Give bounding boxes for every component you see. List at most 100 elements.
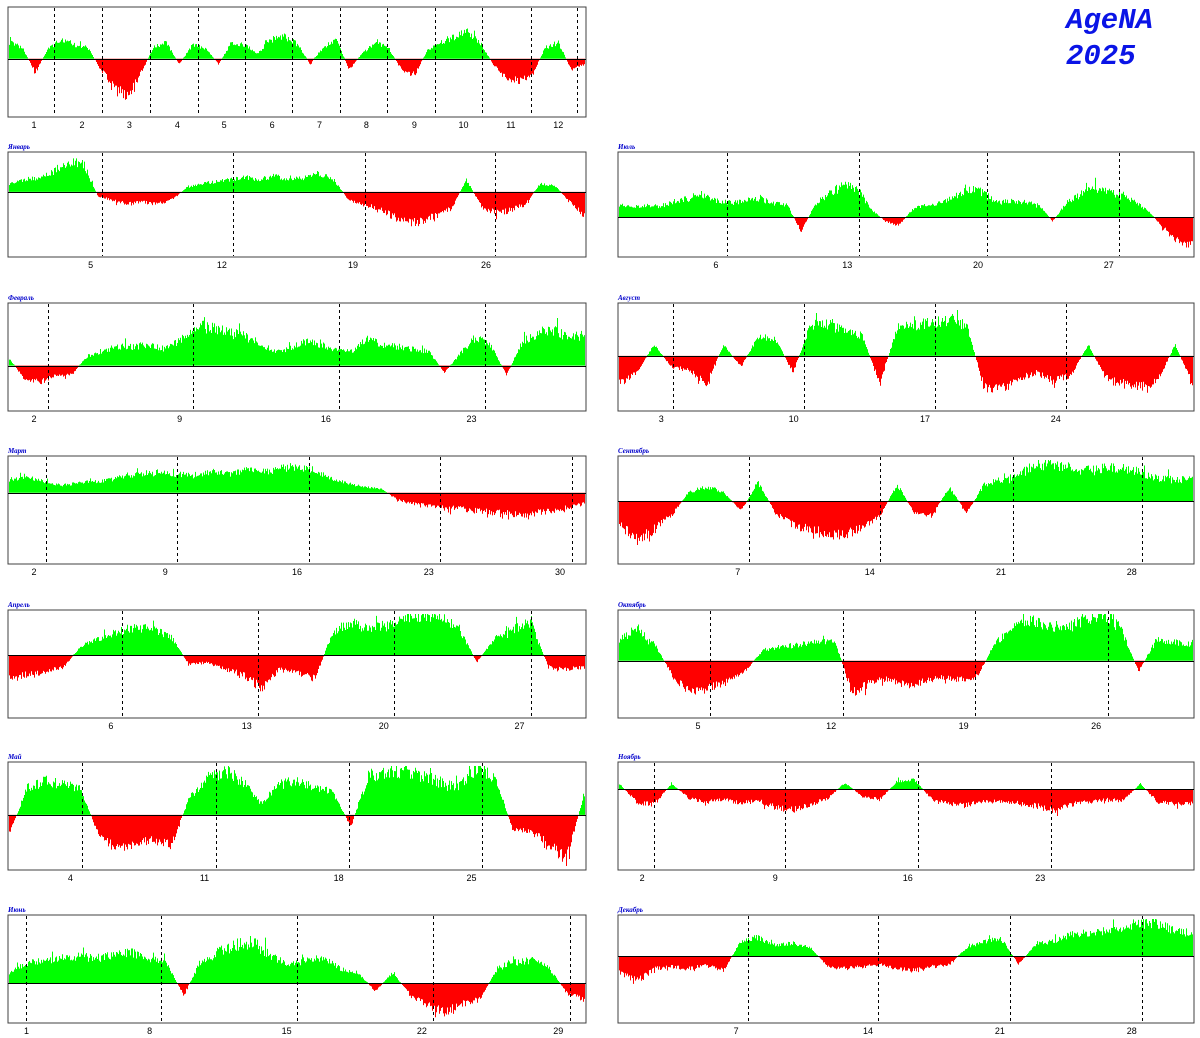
chart-title: Май xyxy=(7,753,22,761)
x-tick-label: 28 xyxy=(1127,1026,1137,1036)
chart-title: Июль xyxy=(617,143,635,151)
chart-title: Октябрь xyxy=(618,601,646,609)
chart-title: Ноябрь xyxy=(617,753,641,761)
x-tick-label: 13 xyxy=(842,260,852,270)
x-tick-label: 17 xyxy=(920,414,930,424)
chart-title: Август xyxy=(617,294,641,302)
x-tick-label: 14 xyxy=(865,567,875,577)
x-tick-label: 6 xyxy=(108,721,113,731)
x-tick-label: 9 xyxy=(412,120,417,130)
x-tick-label: 11 xyxy=(200,873,209,883)
x-tick-label: 2 xyxy=(32,567,37,577)
x-tick-label: 18 xyxy=(334,873,344,883)
x-tick-label: 16 xyxy=(292,567,302,577)
x-tick-label: 1 xyxy=(24,1026,29,1036)
chart-panel: Сентябрь 7 14 21 28 xyxy=(617,447,1195,577)
x-tick-label: 29 xyxy=(553,1026,563,1036)
chart-title: Июнь xyxy=(7,906,26,914)
positive-bars xyxy=(9,935,560,984)
x-tick-label: 5 xyxy=(696,721,701,731)
x-tick-label: 21 xyxy=(995,1026,1005,1036)
positive-bars xyxy=(17,766,585,815)
x-tick-label: 2 xyxy=(32,414,37,424)
x-tick-label: 7 xyxy=(734,1026,739,1036)
x-tick-label: 26 xyxy=(1091,721,1101,731)
chart-panel: Ноябрь 2 9 16 23 xyxy=(617,753,1195,883)
positive-bars xyxy=(732,919,1193,957)
negative-bars xyxy=(9,655,585,692)
x-tick-label: 13 xyxy=(242,721,252,731)
chart-panel: Февраль 2 9 16 23 xyxy=(7,294,587,424)
chart-title: Декабрь xyxy=(617,906,643,914)
negative-bars xyxy=(619,355,1193,393)
chart-title: Март xyxy=(7,447,27,455)
x-tick-label: 15 xyxy=(282,1026,292,1036)
x-tick-label: 27 xyxy=(515,721,525,731)
positive-bars xyxy=(73,614,544,656)
x-tick-label: 4 xyxy=(68,873,73,883)
x-tick-label: 25 xyxy=(467,873,477,883)
x-tick-label: 21 xyxy=(996,567,1006,577)
chart-panel: 1 2 3 4 5 6 7 8 9 10 11 12 xyxy=(7,6,587,130)
x-tick-label: 9 xyxy=(163,567,168,577)
positive-bars xyxy=(647,310,1180,356)
chart-panel: Июль 6 13 20 27 xyxy=(617,143,1195,270)
x-tick-label: 11 xyxy=(506,120,515,130)
x-tick-label: 20 xyxy=(973,260,983,270)
x-tick-label: 23 xyxy=(1035,873,1045,883)
x-tick-label: 12 xyxy=(553,120,563,130)
x-tick-label: 5 xyxy=(88,260,93,270)
x-tick-label: 9 xyxy=(177,414,182,424)
negative-bars xyxy=(619,956,1026,984)
plot-frame xyxy=(617,761,1195,871)
x-tick-label: 12 xyxy=(826,721,836,731)
x-tick-label: 7 xyxy=(317,120,322,130)
chart-panel: Январь 5 12 19 26 xyxy=(7,143,587,270)
x-tick-label: 22 xyxy=(417,1026,427,1036)
chart-panel: Май 4 11 18 25 xyxy=(7,753,587,883)
x-tick-label: 8 xyxy=(147,1026,152,1036)
x-tick-label: 2 xyxy=(79,120,84,130)
brand-year: 2025 xyxy=(1066,40,1136,73)
chart-panel: Март 2 9 16 23 30 xyxy=(7,447,587,577)
x-tick-label: 16 xyxy=(321,414,331,424)
x-tick-label: 5 xyxy=(222,120,227,130)
x-tick-label: 16 xyxy=(903,873,913,883)
chart-panel: Декабрь 7 14 21 28 xyxy=(617,906,1195,1036)
x-tick-label: 10 xyxy=(789,414,799,424)
x-tick-label: 4 xyxy=(175,120,180,130)
positive-bars xyxy=(9,28,566,59)
x-tick-label: 19 xyxy=(348,260,358,270)
x-tick-label: 23 xyxy=(467,414,477,424)
negative-bars xyxy=(619,501,974,545)
x-tick-label: 12 xyxy=(217,260,227,270)
x-tick-label: 6 xyxy=(270,120,275,130)
chart-panel: Июнь 1 8 15 22 29 xyxy=(7,906,587,1036)
x-tick-label: 3 xyxy=(659,414,664,424)
x-tick-label: 1 xyxy=(32,120,37,130)
x-tick-label: 23 xyxy=(424,567,434,577)
positive-bars xyxy=(9,463,387,493)
chart-panel: Октябрь 5 12 19 26 xyxy=(617,601,1195,731)
x-tick-label: 2 xyxy=(640,873,645,883)
chart-panel: Апрель 6 13 20 27 xyxy=(7,601,587,731)
chart-title: Февраль xyxy=(8,294,34,302)
x-tick-label: 9 xyxy=(773,873,778,883)
x-tick-label: 3 xyxy=(127,120,132,130)
positive-bars xyxy=(682,460,1193,502)
positive-bars xyxy=(9,158,561,192)
x-tick-label: 20 xyxy=(379,721,389,731)
brand-name: AgeNA xyxy=(1066,4,1154,37)
chart-title: Январь xyxy=(7,143,30,151)
x-tick-label: 24 xyxy=(1051,414,1061,424)
chart-panel: Август 3 10 17 24 xyxy=(617,294,1195,424)
positive-bars xyxy=(9,317,585,366)
chart-title: Сентябрь xyxy=(618,447,649,455)
positive-bars xyxy=(619,177,1154,218)
x-tick-label: 19 xyxy=(959,721,969,731)
chart-title: Апрель xyxy=(7,601,30,609)
x-tick-label: 14 xyxy=(863,1026,873,1036)
x-tick-label: 7 xyxy=(735,567,740,577)
x-tick-label: 28 xyxy=(1127,567,1137,577)
